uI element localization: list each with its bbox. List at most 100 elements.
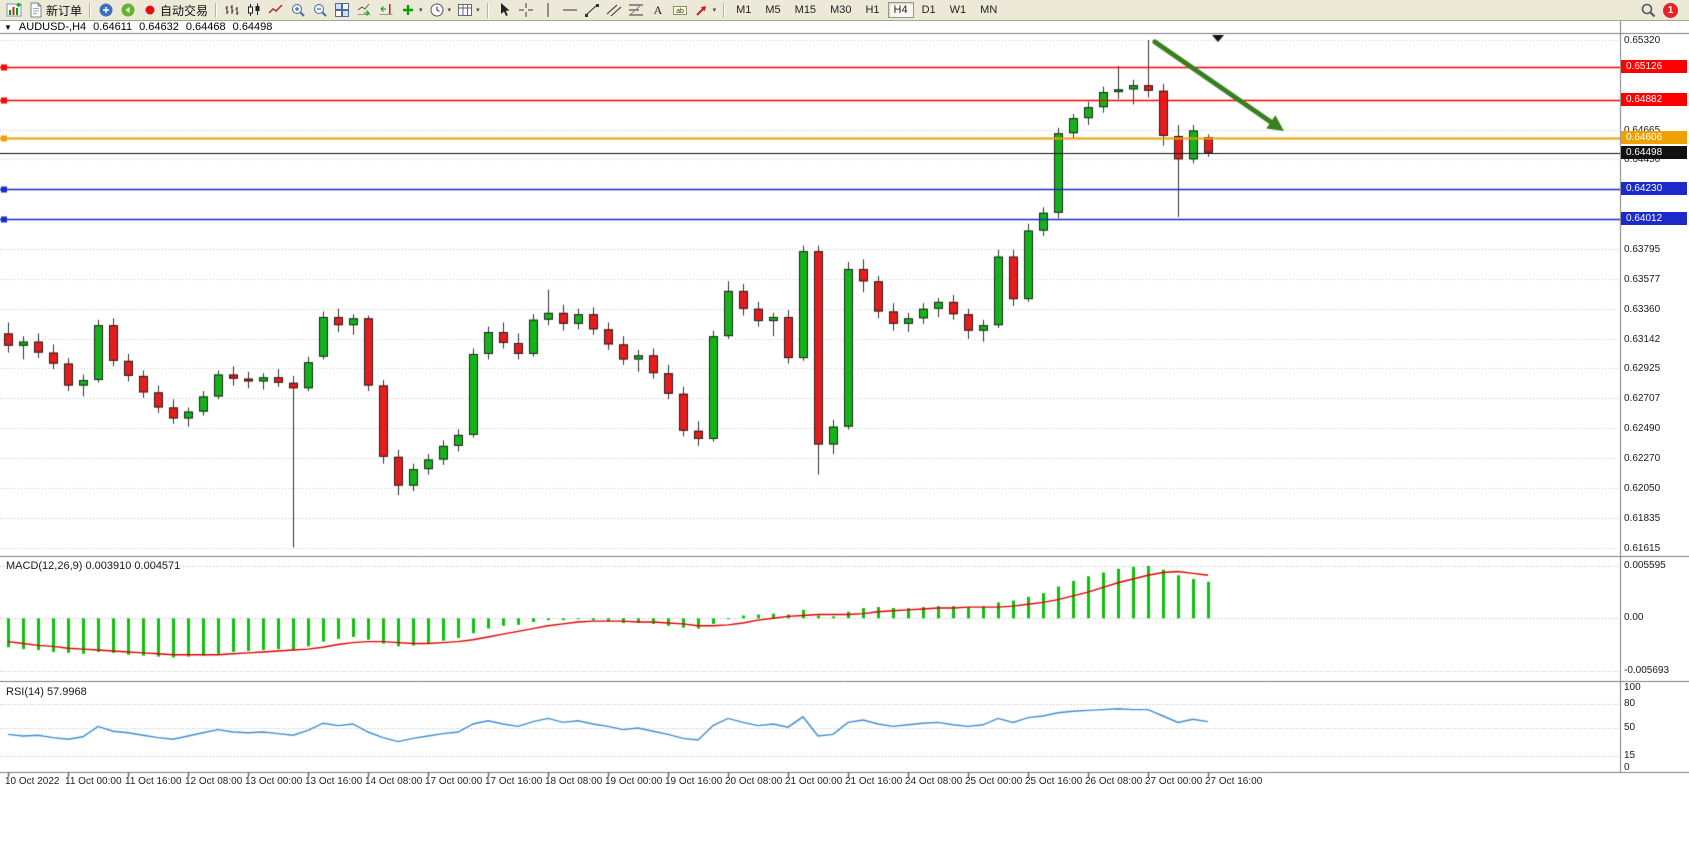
macd-axis-label: 0.005595 [1624, 560, 1666, 571]
text-tool-button[interactable]: A [647, 0, 669, 20]
time-axis-label: 13 Oct 00:00 [245, 776, 303, 787]
periods-button[interactable]: ▾ [426, 0, 455, 20]
linemode-icon [268, 2, 284, 18]
new-order-button-label: 新订单 [46, 3, 83, 18]
toolbar-separator [486, 2, 489, 18]
rsi-axis-label: 0 [1624, 762, 1630, 773]
time-axis-label: 14 Oct 08:00 [365, 776, 423, 787]
notification-badge[interactable]: 1 [1663, 2, 1678, 18]
autotrading-button[interactable]: 自动交易 [139, 0, 211, 20]
vertical-line-tool-button[interactable] [537, 0, 559, 20]
price-level-badge: 0.64606 [1621, 131, 1687, 144]
rsi-axis-label: 50 [1624, 722, 1636, 733]
channel-icon [606, 2, 622, 18]
rsi-axis-label: 100 [1624, 682, 1641, 693]
chart-shift-button[interactable] [375, 0, 397, 20]
autotrading-button-label: 自动交易 [160, 3, 209, 18]
zoomout-icon [312, 2, 328, 18]
crosshair-tool-button[interactable] [515, 0, 537, 20]
indicators-button[interactable]: ▾ [397, 0, 426, 20]
search-button[interactable] [1637, 0, 1659, 20]
price-axis-label: 0.62925 [1624, 363, 1661, 375]
sounds-button[interactable] [117, 0, 139, 20]
price-level-badge: 0.64498 [1621, 146, 1687, 159]
new-order-button[interactable]: 新订单 [25, 0, 85, 20]
new-chart-button[interactable] [3, 0, 25, 20]
metaeditor-button[interactable] [95, 0, 117, 20]
arrows-tool-button[interactable]: ▾ [691, 0, 720, 20]
channel-tool-button[interactable] [603, 0, 625, 20]
time-axis-label: 27 Oct 00:00 [1145, 776, 1203, 787]
timeframe-h1-button[interactable]: H1 [865, 4, 880, 16]
textA-icon: A [650, 2, 666, 18]
timeframe-d1-button[interactable]: D1 [921, 4, 936, 16]
bar-chart-mode-button[interactable] [221, 0, 243, 20]
macd-label: MACD(12,26,9) 0.003910 0.004571 [6, 560, 181, 572]
timeframe-m15-button[interactable]: M15 [794, 4, 817, 16]
zoom-in-button[interactable] [287, 0, 309, 20]
ohlc-low: 0.64468 [185, 21, 226, 33]
zoom-out-button[interactable] [309, 0, 331, 20]
orderpage-icon [28, 2, 44, 18]
autoscroll-icon [356, 2, 372, 18]
rsi-label: RSI(14) 57.9968 [6, 686, 87, 698]
caret-down-icon: ▾ [419, 7, 423, 14]
time-axis-label: 10 Oct 2022 [5, 776, 60, 787]
timeframe-w1-button[interactable]: W1 [949, 4, 967, 16]
macd-axis-label: 0.00 [1624, 612, 1644, 624]
vline-icon [540, 2, 556, 18]
time-axis-label: 12 Oct 08:00 [185, 776, 243, 787]
plusgreen-icon [400, 2, 416, 18]
price-level-badge: 0.64882 [1621, 93, 1687, 106]
fibonacci-tool-button[interactable] [625, 0, 647, 20]
toolbar-separator [723, 2, 726, 18]
chart-header: ▼ AUDUSD-,H4 0.64611 0.64632 0.64468 0.6… [4, 21, 272, 33]
price-axis-label: 0.65320 [1624, 35, 1661, 46]
auto-scroll-button[interactable] [353, 0, 375, 20]
tiles-icon [334, 2, 350, 18]
time-axis-label: 21 Oct 16:00 [845, 776, 903, 787]
cursor-icon [496, 2, 512, 18]
time-axis-label: 25 Oct 00:00 [965, 776, 1023, 787]
price-axis-label: 0.64665 [1624, 125, 1660, 136]
macd-axis-label: -0.005693 [1624, 665, 1670, 677]
ohlc-open: 0.64611 [93, 21, 133, 33]
ohlc-close: 0.64498 [232, 21, 273, 33]
crosshair-icon [518, 2, 534, 18]
price-axis-label: 0.63795 [1624, 244, 1661, 256]
clock-icon [429, 2, 445, 18]
trend-icon [584, 2, 600, 18]
chartshift-icon [378, 2, 394, 18]
chart-menu-triangle-icon[interactable]: ▼ [4, 22, 12, 32]
timeframe-m1-button[interactable]: M1 [736, 4, 752, 16]
autodot-icon [142, 2, 158, 18]
timeframe-h4-button[interactable]: H4 [887, 2, 914, 18]
timeframe-m5-button[interactable]: M5 [765, 4, 781, 16]
cursor-tool-button[interactable] [493, 0, 515, 20]
caret-down-icon: ▾ [712, 7, 717, 14]
time-axis-label: 25 Oct 16:00 [1025, 776, 1083, 787]
hline-icon [562, 2, 578, 18]
tile-windows-button[interactable] [331, 0, 353, 20]
time-axis-label: 20 Oct 08:00 [725, 776, 783, 787]
time-axis-label: 21 Oct 00:00 [785, 776, 843, 787]
price-axis-label: 0.62050 [1624, 483, 1661, 495]
price-level-badge: 0.64230 [1621, 182, 1687, 195]
line-chart-mode-button[interactable] [265, 0, 287, 20]
trendline-tool-button[interactable] [581, 0, 603, 20]
candlestick-mode-button[interactable] [243, 0, 265, 20]
timeframe-m30-button[interactable]: M30 [830, 4, 852, 16]
horizontal-line-tool-button[interactable] [559, 0, 581, 20]
price-axis-label: 0.62270 [1624, 453, 1661, 465]
time-axis-label: 17 Oct 00:00 [425, 776, 483, 787]
time-axis-label: 26 Oct 08:00 [1085, 776, 1143, 787]
price-axis-label: 0.63142 [1624, 333, 1661, 345]
templates-button[interactable]: ▾ [454, 0, 483, 20]
timeframe-mn-button[interactable]: MN [980, 4, 998, 16]
label-tool-button[interactable]: ab [669, 0, 691, 20]
arrowsym-icon [694, 2, 710, 18]
time-axis-label: 19 Oct 00:00 [605, 776, 663, 787]
time-axis-label: 13 Oct 16:00 [305, 776, 363, 787]
price-axis-label: 0.64450 [1624, 154, 1661, 166]
